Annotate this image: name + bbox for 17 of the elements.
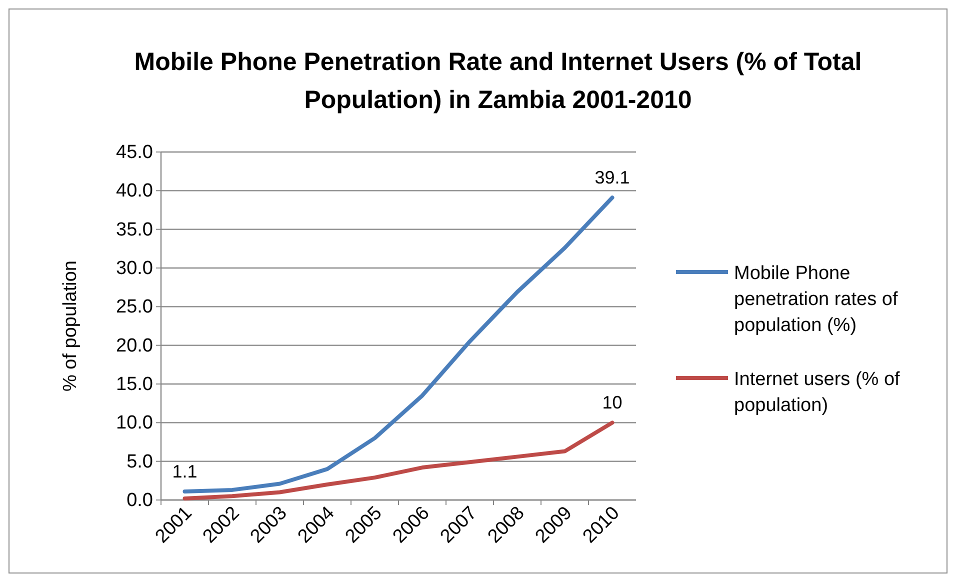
y-tick-label: 25.0 (116, 296, 153, 318)
y-tick-label: 15.0 (116, 374, 153, 395)
y-tick-label: 40.0 (116, 180, 153, 202)
y-tick-label: 45.0 (116, 142, 153, 163)
chart-title: Mobile Phone Penetration Rate and Internet Users (% of Total Population) in Zambia 2001-2010 (134, 48, 862, 114)
y-tick-label: 10.0 (116, 412, 153, 434)
y-tick-label: 20.0 (116, 335, 153, 356)
data-label: 10 (602, 392, 622, 413)
y-tick-label: 35.0 (116, 219, 153, 240)
data-label: 39.1 (594, 168, 630, 188)
y-tick-label: 5.0 (126, 451, 153, 472)
data-label: 1.1 (172, 461, 198, 482)
y-axis-title: % of population (60, 260, 81, 392)
y-tick-label: 30.0 (116, 258, 153, 279)
y-tick-label: 0.0 (126, 490, 153, 511)
legend-label: Internet users (% of population) (734, 369, 901, 416)
legend-label: Mobile Phone penetration rates of population (%) (734, 263, 898, 336)
